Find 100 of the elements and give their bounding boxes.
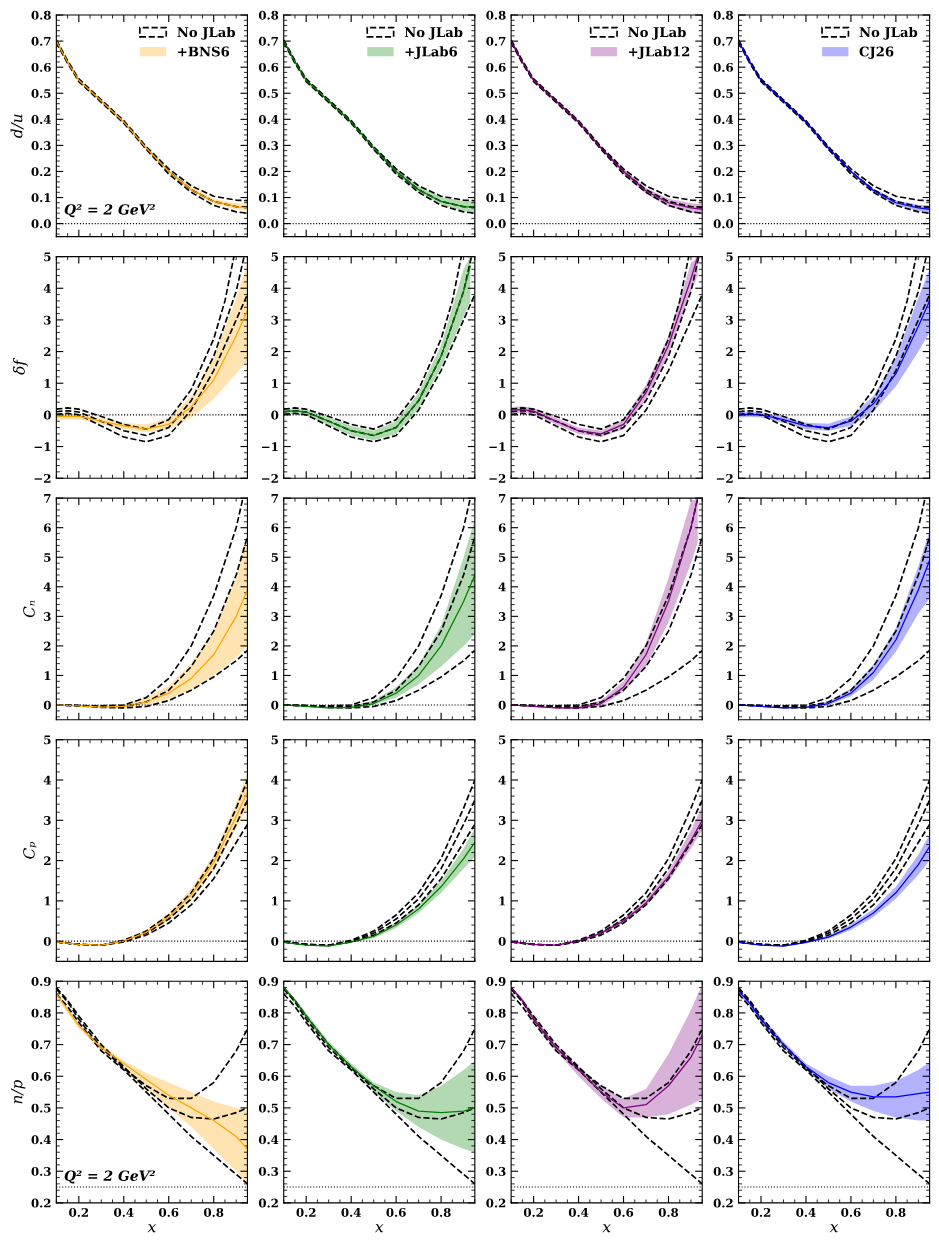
y-tick-label: −1 <box>262 442 278 452</box>
y-tick-label: 0 <box>271 936 279 946</box>
y-axis-title: n/p <box>11 1080 26 1104</box>
y-tick-label: 2 <box>498 641 506 651</box>
y-tick-label: 6 <box>498 523 506 533</box>
y-tick-label: 0 <box>43 936 51 946</box>
x-tick-label: 0.8 <box>203 1207 224 1217</box>
y-tick-label: 2 <box>44 641 51 651</box>
y-tick-label: 0 <box>498 700 506 710</box>
y-tick-label: −2 <box>716 473 733 483</box>
y-tick-label: 0.2 <box>31 1198 51 1208</box>
y-tick-label: 5 <box>726 252 733 262</box>
y-tick-label: 0.8 <box>713 10 734 20</box>
y-tick-label: 7 <box>498 494 506 503</box>
y-tick-label: 4 <box>498 582 506 592</box>
y-tick-label: 1 <box>726 896 733 906</box>
y-tick-label: 5 <box>499 735 506 745</box>
y-tick-label: 0.6 <box>713 62 734 72</box>
y-tick-label: 0.2 <box>713 167 733 177</box>
y-tick-label: 0.8 <box>31 1008 51 1018</box>
y-tick-label: 2 <box>726 347 733 357</box>
y-tick-label: 5 <box>271 252 278 262</box>
y-tick-label: 1 <box>44 671 51 680</box>
y-tick-label: 0.5 <box>713 1103 733 1113</box>
y-tick-label: 0.8 <box>713 1008 734 1018</box>
x-tick-label: 0.4 <box>568 1207 589 1217</box>
y-axis-title: δf <box>12 357 28 375</box>
x-tick-label: 0.6 <box>159 1207 179 1217</box>
y-tick-label: −2 <box>262 473 278 483</box>
y-tick-label: 0.3 <box>713 141 733 151</box>
y-tick-label: 0.8 <box>258 1008 279 1018</box>
y-tick-label: 4 <box>498 775 506 785</box>
y-tick-label: 0.4 <box>713 1135 734 1145</box>
y-tick-label: 5 <box>726 735 733 745</box>
y-tick-label: 5 <box>271 553 278 562</box>
y-tick-label: 5 <box>44 252 51 262</box>
y-tick-label: 0.7 <box>31 1040 51 1050</box>
y-tick-label: 0.3 <box>713 1166 733 1176</box>
y-tick-label: 4 <box>498 283 506 293</box>
y-tick-label: 1 <box>499 896 506 906</box>
y-tick-label: 0.7 <box>31 36 51 46</box>
y-tick-label: 0.9 <box>258 976 279 986</box>
legend-label: +JLab12 <box>629 46 690 60</box>
y-tick-label: 4 <box>725 283 734 293</box>
y-tick-label: 5 <box>499 252 506 262</box>
y-tick-label: 5 <box>44 553 51 562</box>
y-tick-label: 0.5 <box>486 1103 506 1113</box>
y-tick-label: 2 <box>726 856 733 866</box>
y-tick-label: 4 <box>271 775 279 785</box>
y-tick-label: 0.4 <box>486 1135 506 1145</box>
y-tick-label: 0.6 <box>486 62 506 72</box>
y-tick-label: 3 <box>44 315 51 325</box>
y-tick-label: 2 <box>498 856 506 866</box>
y-tick-label: 0.4 <box>713 115 734 124</box>
y-tick-label: 0 <box>43 700 51 710</box>
y-tick-label: 0.5 <box>31 1103 51 1113</box>
y-axis-title: Cₙ <box>23 600 35 618</box>
y-tick-label: −1 <box>716 442 733 452</box>
legend-label: No JLab <box>628 26 686 40</box>
y-tick-label: 4 <box>271 582 279 592</box>
y-tick-label: 2 <box>271 641 278 651</box>
y-tick-label: 0.0 <box>31 219 51 229</box>
y-tick-label: 0.8 <box>31 10 51 20</box>
y-tick-label: 0 <box>726 410 734 420</box>
y-tick-label: 7 <box>271 494 278 503</box>
y-tick-label: 0.3 <box>31 1166 51 1176</box>
x-tick-label: 0.2 <box>69 1207 89 1217</box>
y-tick-label: 0.5 <box>713 88 733 98</box>
y-tick-label: 0.6 <box>31 1071 51 1081</box>
legend-label: CJ26 <box>859 46 894 60</box>
y-tick-label: 1 <box>499 378 506 388</box>
y-tick-label: 1 <box>726 378 733 388</box>
x-axis-title: x <box>602 1224 611 1233</box>
y-tick-label: 2 <box>271 347 278 357</box>
y-tick-label: 5 <box>44 735 51 745</box>
y-tick-label: 6 <box>44 523 51 533</box>
annotation: Q² = 2 GeV² <box>64 204 155 218</box>
y-tick-label: 5 <box>499 553 506 562</box>
y-tick-label: 4 <box>725 775 734 785</box>
x-tick-label: 0.2 <box>296 1207 316 1217</box>
x-tick-label: 0.4 <box>796 1207 816 1217</box>
y-tick-label: 0.7 <box>258 1040 278 1050</box>
x-tick-label: 0.8 <box>431 1207 451 1217</box>
y-tick-label: 1 <box>272 671 278 680</box>
legend-label: +JLab6 <box>405 46 458 60</box>
y-tick-label: 0.3 <box>258 141 279 151</box>
y-tick-label: 0.2 <box>486 1198 506 1208</box>
y-tick-label: 0.5 <box>486 88 506 98</box>
y-tick-label: 0.1 <box>31 193 51 203</box>
y-tick-label: 0.4 <box>486 115 506 124</box>
y-tick-label: 3 <box>44 612 51 621</box>
x-axis-title: x <box>375 1224 384 1233</box>
y-tick-label: 0.2 <box>258 167 278 177</box>
y-tick-label: 1 <box>272 896 278 906</box>
x-tick-label: 0.6 <box>841 1207 861 1217</box>
y-tick-label: 0.8 <box>486 10 506 20</box>
y-tick-label: 0.4 <box>31 1135 51 1145</box>
y-tick-label: 4 <box>43 775 51 785</box>
x-tick-label: 0.8 <box>658 1207 679 1217</box>
y-tick-label: 5 <box>726 553 733 562</box>
